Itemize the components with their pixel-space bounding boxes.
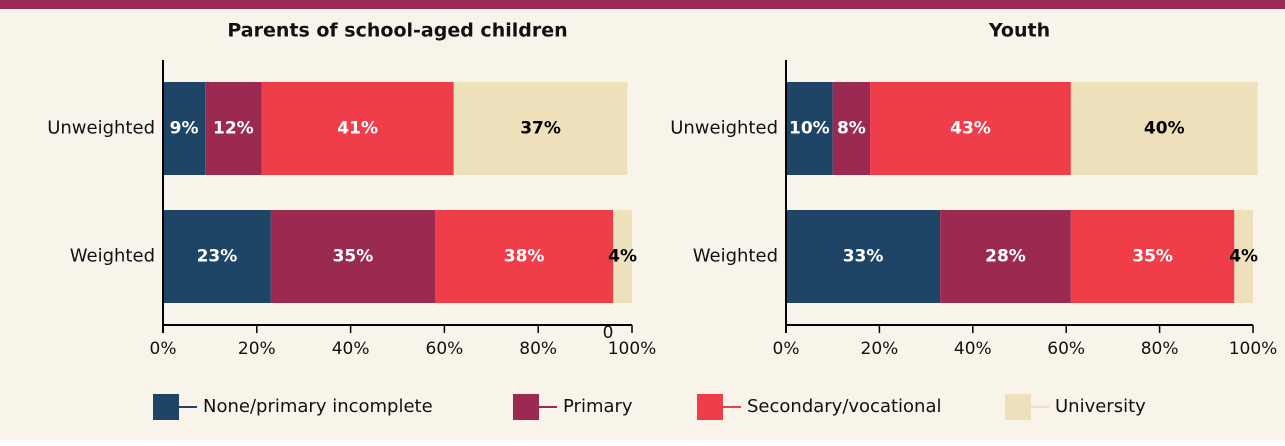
x-tick-label: 0% bbox=[773, 339, 800, 359]
bar-segment bbox=[870, 82, 1071, 175]
x-tick-label: 40% bbox=[954, 339, 992, 359]
data-label: 10% bbox=[789, 119, 830, 139]
x-tick-label: 0% bbox=[150, 339, 177, 359]
bar-segment bbox=[163, 82, 206, 175]
legend-label: Primary bbox=[563, 396, 633, 417]
x-tick-label: 60% bbox=[426, 339, 464, 359]
x-tick-label: 40% bbox=[332, 339, 370, 359]
data-label: 28% bbox=[985, 247, 1026, 267]
y-tick-label: Unweighted bbox=[47, 118, 155, 139]
chart-title: Parents of school-aged children bbox=[227, 20, 567, 42]
chart-title: Youth bbox=[988, 20, 1050, 42]
data-label: 33% bbox=[843, 247, 884, 267]
bar-segment bbox=[786, 82, 833, 175]
bar-segment bbox=[832, 82, 871, 175]
data-label: 8% bbox=[837, 119, 866, 139]
data-label: 23% bbox=[197, 247, 238, 267]
bar-segment bbox=[163, 210, 271, 303]
bar-segment bbox=[1070, 210, 1235, 303]
x-tick-label: 100% bbox=[1229, 339, 1278, 359]
data-label: 40% bbox=[1144, 119, 1185, 139]
bar-segment bbox=[270, 210, 436, 303]
bar-segment bbox=[1234, 210, 1253, 303]
x-tick-label: 60% bbox=[1047, 339, 1085, 359]
data-label: 38% bbox=[504, 247, 545, 267]
legend-label: University bbox=[1055, 396, 1146, 417]
bar-segment bbox=[453, 82, 628, 175]
x-tick-label: 80% bbox=[1141, 339, 1179, 359]
legend-label: None/primary incomplete bbox=[203, 396, 433, 417]
x-tick-label: 20% bbox=[238, 339, 276, 359]
data-label: 41% bbox=[337, 119, 378, 139]
bar-segment bbox=[940, 210, 1071, 303]
x-tick-label: 20% bbox=[861, 339, 899, 359]
top-band bbox=[0, 0, 1285, 9]
x-tick-label: 100% bbox=[608, 339, 657, 359]
data-label: 43% bbox=[950, 119, 991, 139]
data-label: 9% bbox=[170, 119, 199, 139]
legend-label: Secondary/vocational bbox=[747, 396, 942, 417]
bar-segment bbox=[786, 210, 941, 303]
bar-segment bbox=[613, 210, 632, 303]
data-label: 4% bbox=[608, 247, 637, 267]
data-label: 4% bbox=[1229, 247, 1258, 267]
y-tick-label: Weighted bbox=[70, 246, 155, 267]
bar-segment bbox=[261, 82, 454, 175]
y-tick-label: Unweighted bbox=[670, 118, 778, 139]
bar-segment bbox=[435, 210, 614, 303]
data-label: 35% bbox=[1132, 247, 1173, 267]
y-tick-label: Weighted bbox=[693, 246, 778, 267]
data-label: 12% bbox=[213, 119, 254, 139]
bar-segment bbox=[1070, 82, 1258, 175]
data-label: 37% bbox=[520, 119, 561, 139]
x-tick-label: 80% bbox=[519, 339, 557, 359]
data-label: 35% bbox=[333, 247, 374, 267]
bar-segment bbox=[205, 82, 262, 175]
annotation: 0 bbox=[603, 323, 614, 343]
